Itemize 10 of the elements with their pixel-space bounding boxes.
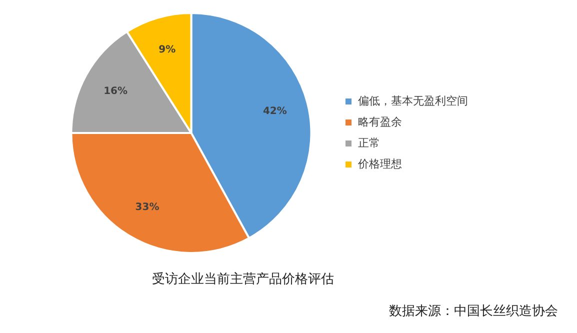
data-label: 42%	[262, 106, 287, 118]
source-note: 数据来源：中国长丝织造协会	[389, 303, 558, 320]
data-label: 33%	[135, 202, 160, 213]
text: 受访企业当前主营产品价格评估	[151, 271, 335, 288]
data-label: 16%	[104, 86, 128, 97]
legend-label: 价格理想	[357, 157, 402, 170]
legend-label: 略有盈余	[358, 115, 402, 128]
legend-label: 偏低，基本无盈利空间	[358, 94, 468, 108]
data-label: 9%	[158, 44, 176, 56]
legend-label: 正常	[358, 136, 380, 150]
